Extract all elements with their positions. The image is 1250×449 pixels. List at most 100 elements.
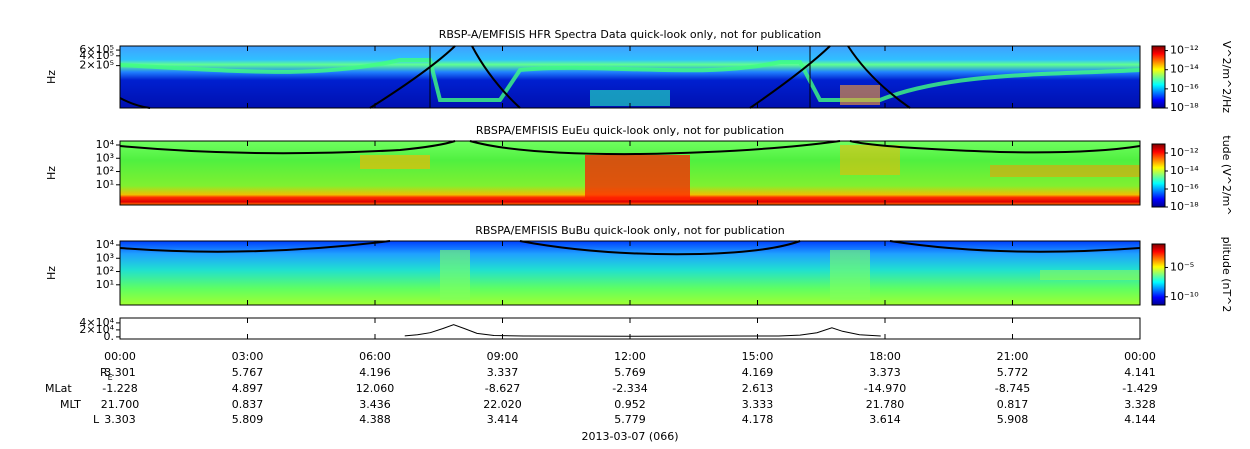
emission-band (119, 58, 1141, 102)
colorbar-tick-label: 10⁻¹⁸ (1170, 200, 1199, 213)
y-tick-label: 10¹ (96, 178, 114, 191)
noise-patch (440, 250, 470, 300)
ephemeris-value: 3.414 (487, 413, 519, 426)
noise-patch (840, 145, 900, 175)
ephemeris-value: 5.779 (614, 413, 646, 426)
y-tick-label: 0. (104, 330, 115, 343)
noise-patch (830, 250, 870, 300)
y-tick-label: 10³ (96, 151, 114, 164)
ephemeris-value: 3.373 (869, 366, 901, 379)
ephemeris-value: 4.141 (1124, 366, 1156, 379)
x-tick-label: 18:00 (869, 350, 901, 363)
colorbar-tick-label: 10⁻¹² (1170, 146, 1199, 159)
x-tick-label: 15:00 (742, 350, 774, 363)
ephemeris-label-text: MLT (60, 398, 81, 411)
ephemeris-value: 5.908 (997, 413, 1029, 426)
noise-patch (585, 155, 690, 200)
colorbar-label: tude (V^2/m^ (1220, 135, 1233, 215)
x-tick-label: 00:00 (1124, 350, 1156, 363)
ephemeris-value: -8.627 (485, 382, 520, 395)
noise-patch (840, 85, 880, 105)
ephemeris-value: 4.169 (742, 366, 774, 379)
gyro-curve (119, 45, 911, 109)
y-tick-label: 10⁴ (96, 238, 115, 251)
y-axis-label: Hz (45, 166, 58, 180)
ephemeris-value: 22.020 (483, 398, 522, 411)
y-tick-label: 2×10⁵ (79, 59, 114, 72)
y-tick-label: 10¹ (96, 278, 114, 291)
colorbar (1151, 45, 1166, 109)
ephemeris-value: 0.952 (614, 398, 646, 411)
y-tick-label: 6×10⁵ (79, 43, 114, 56)
x-tick-label: 06:00 (359, 350, 391, 363)
ephemeris-value: 3.303 (104, 413, 136, 426)
ephemeris-value: 5.809 (232, 413, 264, 426)
colorbar-label: plitude (nT^2 (1220, 237, 1233, 313)
colorbar-tick-label: 10⁻¹⁶ (1170, 182, 1199, 195)
noise-patch (990, 165, 1140, 177)
ephemeris-value: 5.772 (997, 366, 1029, 379)
y-axis-label: Hz (45, 266, 58, 280)
ephemeris-value: 0.837 (232, 398, 264, 411)
gyro-curve (119, 140, 1141, 156)
colorbar (1151, 143, 1166, 208)
ephemeris-label: MLat (45, 382, 72, 395)
ephemeris-value: 4.897 (232, 382, 264, 395)
panel-title: RBSPA/EMFISIS BuBu quick-look only, not … (475, 224, 785, 237)
ephemeris-value: -1.429 (1122, 382, 1157, 395)
ephemeris-value: 3.333 (742, 398, 774, 411)
ephemeris-value: 12.060 (356, 382, 395, 395)
ephemeris-value: -1.228 (102, 382, 137, 395)
ephemeris-value: 5.767 (232, 366, 264, 379)
noise-patch (590, 90, 670, 106)
x-tick-label: 00:00 (104, 350, 136, 363)
panel-title: RBSPA/EMFISIS EuEu quick-look only, not … (476, 124, 784, 137)
y-tick-label: 10² (96, 165, 114, 178)
x-tick-label: 21:00 (997, 350, 1029, 363)
date-label: 2013-03-07 (066) (581, 430, 678, 443)
ephemeris-value: 0.817 (997, 398, 1029, 411)
data-line (404, 324, 881, 337)
noise-patch (360, 155, 430, 169)
colorbar-tick-label: 10⁻¹⁰ (1170, 290, 1199, 303)
y-axis-label: Hz (45, 70, 58, 84)
y-tick-label: 4×10⁴ (79, 316, 114, 329)
ephemeris-label-subscript: E (108, 373, 113, 382)
colorbar-tick-label: 10⁻⁵ (1170, 260, 1194, 273)
x-tick-label: 12:00 (614, 350, 646, 363)
ephemeris-value: 21.700 (101, 398, 140, 411)
colorbar-tick-label: 10⁻¹⁸ (1170, 101, 1199, 114)
panel-title: RBSP-A/EMFISIS HFR Spectra Data quick-lo… (439, 28, 822, 41)
ephemeris-value: 3.328 (1124, 398, 1156, 411)
colorbar-tick-label: 10⁻¹⁴ (1170, 164, 1199, 177)
spectrogram-image (120, 241, 1140, 305)
x-tick-label: 03:00 (232, 350, 264, 363)
colorbar (1151, 243, 1166, 306)
colorbar-tick-label: 10⁻¹⁶ (1170, 82, 1199, 95)
ephemeris-value: 4.178 (742, 413, 774, 426)
gyro-curve (119, 240, 1141, 256)
ephemeris-value: -2.334 (612, 382, 647, 395)
ephemeris-label-text: L (93, 413, 100, 426)
y-tick-label: 10⁴ (96, 138, 115, 151)
x-tick-label: 09:00 (487, 350, 519, 363)
ephemeris-value: 21.780 (866, 398, 905, 411)
y-tick-label: 2×10⁴ (79, 323, 114, 336)
ephemeris-label-text: MLat (45, 382, 72, 395)
y-tick-label: 4×10⁵ (79, 49, 114, 62)
ephemeris-value: 3.301 (104, 366, 136, 379)
colorbar-tick-label: 10⁻¹² (1170, 44, 1199, 57)
ephemeris-value: -8.745 (995, 382, 1030, 395)
ephemeris-value: 4.144 (1124, 413, 1156, 426)
ephemeris-value: 4.388 (359, 413, 391, 426)
ephemeris-value: 3.614 (869, 413, 901, 426)
y-tick-label: 10² (96, 265, 114, 278)
ephemeris-value: 3.436 (359, 398, 391, 411)
ephemeris-value: 3.337 (487, 366, 519, 379)
ephemeris-value: 5.769 (614, 366, 646, 379)
colorbar-label: V^2/m^2/Hz (1220, 41, 1233, 113)
ephemeris-value: 2.613 (742, 382, 774, 395)
ephemeris-label: RE (100, 366, 113, 382)
colorbar-tick-label: 10⁻¹⁴ (1170, 63, 1199, 76)
